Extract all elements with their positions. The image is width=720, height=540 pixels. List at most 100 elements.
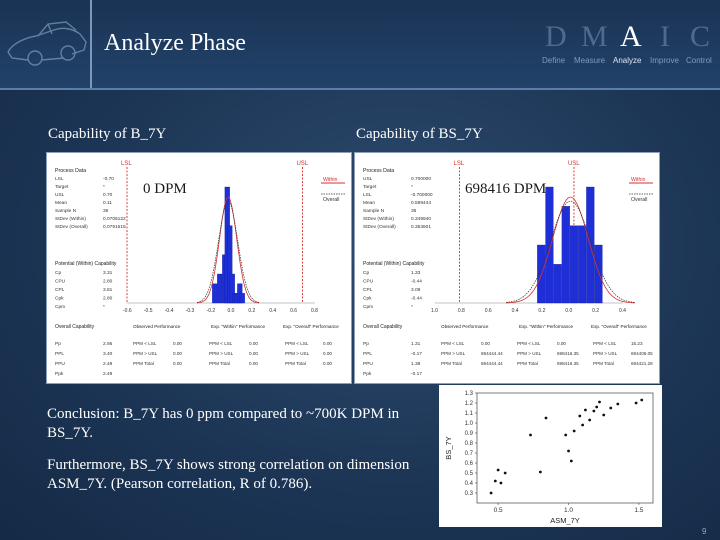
bs7y-process-label: StDev (Within) [363, 216, 394, 222]
bs7y-x-tick-label: 0.4 [619, 308, 626, 314]
scatter-x-tick-label: 0.5 [494, 507, 503, 514]
b7y-histogram-bar [212, 283, 218, 304]
b7y-overall-value: 2.49 [103, 361, 113, 367]
capability-bs7y-panel: Process Data USL 0.700000 Target * LSL -0.7000… [354, 152, 660, 384]
b7y-overall-value: 2.95 [103, 341, 113, 347]
capability-b7y-title: Capability of B_7Y [48, 126, 167, 142]
b7y-process-value: 0.0791515 [103, 224, 126, 230]
b7y-performance-cell: 0.00 [173, 351, 182, 356]
header-divider [90, 0, 92, 88]
dmaic-letter-analyze: A [620, 20, 642, 53]
page-title: Analyze Phase [104, 30, 246, 56]
bs7y-usl-label: USL [568, 161, 580, 167]
capability-bs7y-graph: Process Data USL 0.700000 Target * LSL -0.7000… [363, 161, 653, 377]
bs7y-histogram-bar [561, 206, 570, 304]
scatter-y-tick-label: 0.4 [465, 481, 474, 487]
bs7y-x-tick-label: 0.8 [458, 308, 465, 314]
b7y-x-tick-label: 0.0 [227, 308, 234, 314]
b7y-overall-label: PPL [55, 351, 64, 357]
bs7y-process-value: 0.349940 [411, 216, 431, 222]
scatter-frame [476, 392, 654, 504]
bs7y-performance-cell: PPM < LSL [517, 341, 541, 346]
bs7y-process-label: StDev (Overall) [363, 224, 396, 230]
scatter-y-tick-label: 1.3 [465, 391, 474, 397]
page-number: 9 [702, 527, 707, 536]
bs7y-performance-cell: PPM > USL [441, 351, 466, 356]
bs7y-performance-cell: PPM > USL [517, 351, 542, 356]
b7y-performance-cell: PPM > USL [133, 351, 158, 356]
bs7y-performance-cell: 698416.35 [557, 361, 579, 366]
b7y-x-tick-label: -0.6 [123, 308, 132, 314]
capability-b7y-graph: Process Data LSL -0.70 Target * USL 0.70 Mean 0.… [55, 161, 345, 377]
scatter-point [499, 481, 503, 485]
scatter-point [602, 413, 606, 417]
scatter-plot: 0.3 0.4 0.5 0.6 0.7 0.8 0.9 1.0 1.1 1.2 1.3 0.5 1.0 1… [444, 391, 654, 525]
b7y-x-tick-label: -0.3 [186, 308, 195, 314]
bs7y-potential-label: CPU [363, 279, 374, 285]
bs7y-histogram-bar [569, 225, 578, 304]
b7y-performance-cell: PPM < LSL [133, 341, 157, 346]
dmaic-letter-control: C [690, 20, 711, 53]
bs7y-legend-within: Within [631, 177, 646, 183]
b7y-performance-cell: 0.00 [323, 361, 332, 366]
capability-b7y-panel: Process Data LSL -0.70 Target * USL 0.70 Mean 0.… [46, 152, 352, 384]
bs7y-process-label: USL [363, 176, 373, 182]
bs7y-performance-cell: PPM > USL [593, 351, 618, 356]
bs7y-process-label: Mean [363, 200, 375, 206]
scatter-point [598, 400, 601, 404]
bs7y-x-tick-label: 0.2 [538, 308, 545, 314]
b7y-lsl-label: LSL [121, 161, 132, 167]
scatter-y-axis-label: BS_7Y [444, 436, 453, 459]
b7y-usl-label: USL [296, 161, 308, 167]
b7y-performance-cell: PPM > USL [285, 351, 310, 356]
b7y-performance-header: Exp. "Within" Performance [211, 324, 266, 329]
bs7y-x-tick-label: 1.0 [431, 308, 438, 314]
scatter-y-tick-label: 0.9 [465, 431, 474, 437]
b7y-performance-header: Observed Performance [133, 324, 181, 329]
bs7y-overall-label: PPL [363, 351, 372, 357]
bs7y-within-curve [506, 196, 635, 304]
b7y-performance-cell: PPM < LSL [209, 341, 233, 346]
bs7y-process-value: 0.700000 [411, 176, 431, 182]
b7y-overall-label: Pp [55, 341, 61, 347]
b7y-potential-heading: Potential (Within) Capability [55, 261, 117, 267]
b7y-process-data-heading: Process Data [55, 168, 86, 174]
b7y-x-tick-label: 0.6 [290, 308, 297, 314]
bs7y-performance-cell: PPM Total [517, 361, 538, 366]
b7y-potential-value: 2.80 [103, 279, 113, 285]
b7y-x-tick-label: 0.4 [269, 308, 276, 314]
bs7y-potential-value: 3.09 [411, 287, 421, 293]
bs7y-potential-label: Cp [363, 270, 369, 276]
dmaic-label-measure: Measure [574, 56, 606, 65]
b7y-potential-value: 3.31 [103, 270, 113, 276]
bs7y-performance-cell: PPM < LSL [593, 341, 617, 346]
b7y-overall-heading: Overall Capability [55, 324, 95, 330]
bs7y-potential-label: Cpk [363, 296, 372, 302]
scatter-plot-box: 0.3 0.4 0.5 0.6 0.7 0.8 0.9 1.0 1.1 1.2 1.3 0.5 1.0 1… [439, 385, 662, 527]
b7y-x-tick-label: 0.8 [311, 308, 318, 314]
scatter-point [592, 409, 596, 413]
bs7y-overall-value: -0.17 [411, 351, 422, 357]
bs7y-performance-cell: 694406.05 [631, 351, 653, 356]
scatter-point [595, 405, 599, 409]
b7y-performance-cell: PPM < LSL [285, 341, 309, 346]
bs7y-x-tick-label: 0.4 [512, 308, 519, 314]
bs7y-potential-heading: Potential (Within) Capability [363, 261, 425, 267]
scatter-point [578, 414, 582, 418]
bs7y-histogram-bar [553, 264, 562, 304]
bs7y-legend-overall: Overall [631, 197, 647, 203]
header-rule [0, 88, 720, 90]
dmaic-nav: D M A I C Define Measure Analyze Improve… [536, 20, 720, 70]
b7y-potential-value: * [103, 304, 105, 310]
b7y-performance-cell: 0.00 [249, 361, 258, 366]
bs7y-performance-cell: 694444.44 [481, 361, 503, 366]
b7y-performance-header: Exp. "Overall" Performance [283, 324, 339, 329]
scatter-point [567, 449, 570, 453]
b7y-process-value: 0.0706122 [103, 216, 126, 222]
bs7y-performance-cell: 0.00 [557, 341, 566, 346]
b7y-legend-within: Within [323, 177, 338, 183]
capability-bs7y-title: Capability of BS_7Y [356, 126, 483, 142]
bs7y-potential-label: CPL [363, 287, 373, 293]
b7y-overall-label: Ppk [55, 371, 64, 377]
bs7y-process-label: Target [363, 184, 377, 190]
